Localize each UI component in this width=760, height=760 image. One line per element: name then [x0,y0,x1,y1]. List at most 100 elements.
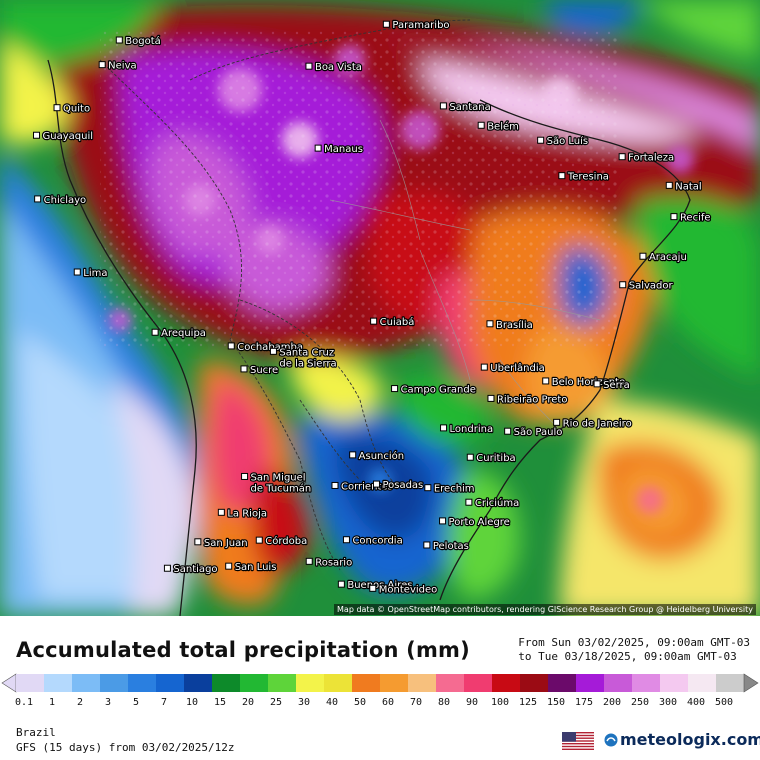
city-label: Serra [603,380,630,391]
scale-tick-label: 175 [574,697,594,708]
scale-swatch [716,674,745,692]
city-marker [372,480,380,488]
city-marker [369,584,377,592]
city-label: Cuiabá [380,316,415,328]
scale-tick-label: 5 [132,697,140,708]
city-label: Neiva [108,61,136,72]
city-label: Belém [487,120,519,132]
city-marker [439,102,447,110]
city-label: San Luis [235,562,277,573]
scale-tick-label: 150 [546,697,566,708]
scale-swatch [632,674,661,692]
city-label: Aracaju [649,252,687,263]
city-marker [331,481,339,489]
city-label: Santiago [173,564,217,575]
map-canvas: Paramaribo Bogotá Neiva Boa Vista Quito Santa… [0,0,760,616]
scale-swatch [520,674,549,692]
city-marker [163,564,171,572]
city-marker [227,342,235,350]
city-label: Natal [675,181,701,192]
city-label: Boa Vista [315,62,362,73]
city-marker [342,536,350,544]
city-label: São Paulo [514,427,563,438]
city-label: Rio de Janeiro [563,418,632,429]
city-label: Lima [83,268,107,279]
scale-tick-label: 7 [160,697,168,708]
city-label: de Tucumán [251,482,312,494]
scale-tick-label: 2 [76,697,84,708]
city-marker [593,380,601,388]
city-label: Recife [680,213,711,224]
legend-title: Accumulated total precipitation (mm) [16,638,470,662]
city-label: Bogotá [125,35,161,47]
city-marker [217,508,225,516]
city-marker [639,252,647,260]
city-label: Santa Cruz [279,347,334,358]
scale-swatch [240,674,269,692]
city-marker [269,347,277,355]
scale-swatch [436,674,465,692]
scale-swatch [604,674,633,692]
city-marker [151,328,159,336]
map-attribution[interactable]: Map data © OpenStreetMap contributors, r… [334,604,756,615]
city-label: Teresina [567,172,609,183]
city-marker [349,451,357,459]
city-marker [424,484,432,492]
city-marker [477,121,485,129]
texture-overlay [100,30,620,350]
city-label: San Miguel [251,472,306,483]
city-label: Curitiba [476,453,515,464]
city-marker [537,136,545,144]
scale-swatch [16,674,45,692]
city-marker [73,268,81,276]
scale-swatch [688,674,717,692]
scale-tick-label: 300 [658,697,678,708]
city-marker [314,144,322,152]
scale-tick-label: 1 [48,697,56,708]
city-marker [115,36,123,44]
scale-tick-label: 0.1 [14,697,34,708]
city-marker [480,363,488,371]
city-marker [542,377,550,385]
city-label: Salvador [629,281,674,292]
city-label: Erechim [434,484,475,495]
city-marker [194,538,202,546]
scale-tick-label: 40 [325,697,339,708]
scale-min-arrow [1,673,17,693]
scale-swatch [100,674,129,692]
city-marker [486,320,494,328]
city-marker [53,104,61,112]
city-label: São Luís [547,135,589,147]
scale-tick-label: 60 [381,697,395,708]
city-label: Pelotas [433,541,469,552]
city-label: La Rioja [227,508,267,519]
city-marker [391,385,399,393]
city-label: Corrientes [341,481,393,492]
color-scale-ticks: 0.1 1 2 3 5 7 10 15 20 25 30 40 50 60 70 80 90 100 125 150 1… [14,697,744,711]
city-label: Santana [449,102,490,113]
city-label: Córdoba [265,535,307,547]
scale-swatch [72,674,101,692]
city-label: San Juan [204,538,248,549]
city-marker [553,418,561,426]
city-label: Arequipa [161,328,206,339]
us-flag-icon[interactable] [562,732,594,750]
city-marker [305,62,313,70]
scale-swatch [380,674,409,692]
scale-swatch [268,674,297,692]
city-marker [487,394,495,402]
city-marker [665,181,673,189]
scale-swatch [184,674,213,692]
city-label: Paramaribo [392,20,449,31]
city-marker [440,424,448,432]
city-marker [618,153,626,161]
model-run-label: GFS (15 days) from 03/02/2025/12z [16,741,235,754]
scale-tick-label: 100 [490,697,510,708]
brand-link[interactable]: meteologix.com [620,730,760,749]
color-scale-bar [1,673,759,693]
city-label: Montevideo [379,584,437,595]
forecast-period: From Sun 03/02/2025, 09:00am GMT-03 to T… [518,636,750,664]
city-marker [98,61,106,69]
scale-swatch [44,674,73,692]
precipitation-map[interactable]: Paramaribo Bogotá Neiva Boa Vista Quito Santa… [0,0,760,616]
